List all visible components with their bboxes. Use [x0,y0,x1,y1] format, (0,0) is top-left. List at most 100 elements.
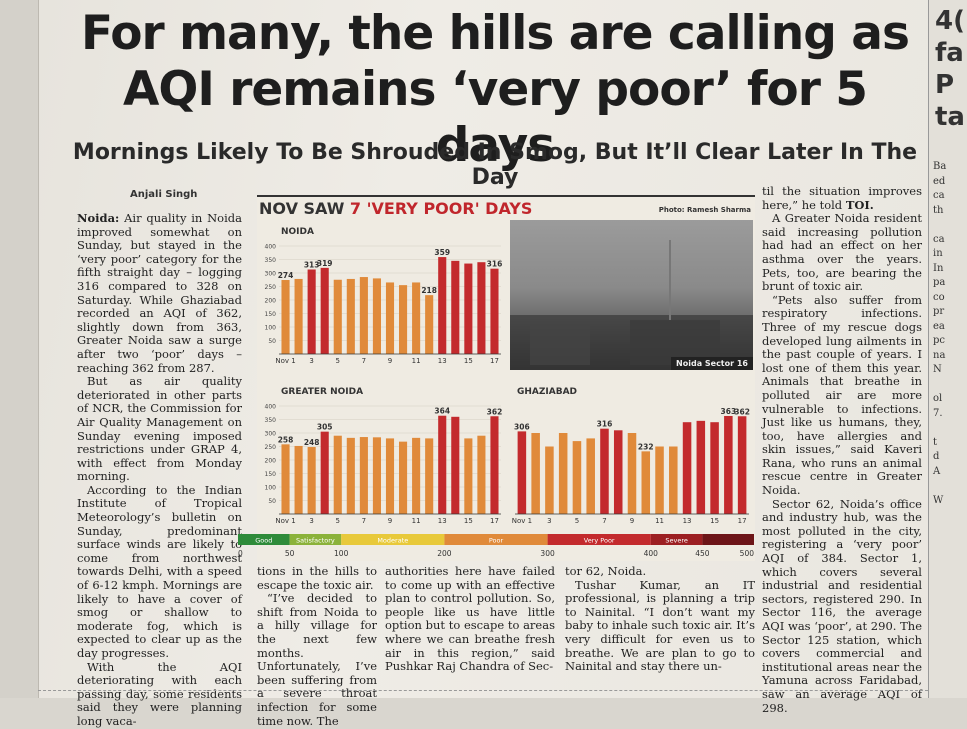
bar [682,422,692,514]
subheadline: Mornings Likely To Be Shrouded In Smog, … [72,140,918,190]
bar [490,268,499,354]
data-label: 232 [638,442,654,451]
bar [307,269,316,354]
aqi-scale-tick: 100 [334,549,349,558]
col3-paragraph-1: authorities here have failed to come up … [385,564,555,674]
x-tick-label: 9 [388,357,392,365]
adjacent-text-fragment: t [933,436,938,448]
smog-photo: Noida Sector 16 [510,220,753,370]
photo-credit: Photo: Ramesh Sharma [658,206,751,214]
adjacent-text-fragment: ca [933,190,945,201]
x-tick-label: 5 [575,517,579,525]
byline: Anjali Singh [130,189,198,200]
noida-chart: NOIDA50100150200250300350400274313319218… [257,220,507,370]
col1-paragraph-1: Noida: Air quality in Noida improved som… [77,211,242,375]
bar [425,295,434,354]
x-tick-label: 5 [336,517,340,525]
bar [655,446,664,514]
adjacent-text-fragment: in [933,248,943,259]
aqi-scale-bar: Good Satisfactory Moderate Poor Very Poor Sev… [238,534,754,558]
data-label: 313 [304,260,320,269]
bar [464,263,473,354]
data-label: 274 [278,271,294,280]
bar [477,435,486,514]
x-tick-label: 17 [490,517,499,525]
bar [372,278,381,354]
dateline: Noida: [77,211,120,225]
bar [359,277,368,354]
bar [669,446,678,514]
bar [425,438,434,514]
x-tick-label: 5 [336,357,340,365]
aqi-band [650,534,703,545]
left-page-edge [0,0,39,698]
adjacent-headline-fragment: fa [935,38,964,68]
bar [572,441,582,514]
y-tick-label: 150 [265,311,277,318]
aqi-band-label: Severe [665,537,688,545]
x-tick-label: Nov 1 [275,517,295,525]
aqi-scale-tick: 400 [644,549,659,558]
aqi-band [341,534,445,545]
x-tick-label: 15 [710,517,719,525]
bar [477,262,486,354]
article-column-2: tions in the hills to escape the toxic a… [257,564,377,728]
bar [333,435,342,514]
data-label: 362 [734,407,750,416]
col4-paragraph-1: tor 62, Noida. [565,564,647,578]
x-tick-label: 11 [412,517,421,525]
x-tick-label: 3 [309,517,313,525]
headline-line-1: For many, the hills are calling as [81,6,910,61]
x-tick-label: 15 [464,357,473,365]
aqi-scale-tick: 450 [695,549,710,558]
adjacent-text-fragment: A [933,465,941,477]
aqi-band-label: Very Poor [584,537,615,545]
graphic-title-b: 7 'VERY POOR' DAYS [349,199,533,218]
col1-paragraph-4: With the AQI deteriorating with each pas… [77,659,242,728]
chart-title: NOIDA [281,227,314,237]
bar [294,278,303,354]
adjacent-text-fragment: Ba [933,161,947,172]
x-tick-label: Nov 1 [275,357,295,365]
adjacent-text-fragment: In [933,262,944,274]
bar [385,438,395,514]
col2-paragraph-2: “I’ve decided to shift from Noida to a h… [257,591,377,728]
data-label: 306 [514,422,530,431]
adjacent-text-fragment: th [933,204,944,216]
data-label: 363 [721,407,737,416]
adjacent-text-fragment: pa [933,277,946,288]
aqi-band [238,534,290,545]
y-tick-label: 300 [265,271,277,278]
col1-p1-text: Air quality in Noida improved somewhat o… [77,211,242,375]
headline: For many, the hills are calling as AQI r… [60,6,930,174]
bar [696,420,706,514]
smog-photo-scene [510,240,753,370]
col1-paragraph-3: According to the Indian Institute of Tro… [77,482,242,660]
bar [627,433,637,514]
x-tick-label: 11 [412,357,421,365]
aqi-band-label: Satisfactory [296,537,335,545]
aqi-scale-tick: 50 [285,549,295,558]
adjacent-headline-fragment: P [935,70,955,100]
bar [320,267,329,354]
x-tick-label: Nov 1 [512,517,532,525]
bar [737,416,747,514]
headline-line-2: AQI remains ‘very poor’ for 5 days [123,62,868,173]
data-label: 248 [304,438,320,447]
data-label: 258 [278,435,294,444]
article-column-4: tor 62, Noida. Tushar Kumar, an IT profe… [565,564,755,674]
data-label: 316 [597,420,613,429]
data-label: 218 [421,286,437,295]
aqi-scale-tick: 300 [540,549,555,558]
bar [613,430,623,514]
bar [545,446,554,514]
col1-paragraph-2: But as air quality deteriorated in other… [77,374,242,484]
x-tick-label: 13 [438,357,447,365]
aqi-graphic: NOV SAW 7 'VERY POOR' DAYS Photo: Ramesh… [257,195,755,561]
bar [346,437,355,514]
y-tick-label: 400 [265,244,277,251]
adjacent-text-fragment: pc [933,335,946,346]
bar [412,282,421,354]
bar [412,437,421,514]
